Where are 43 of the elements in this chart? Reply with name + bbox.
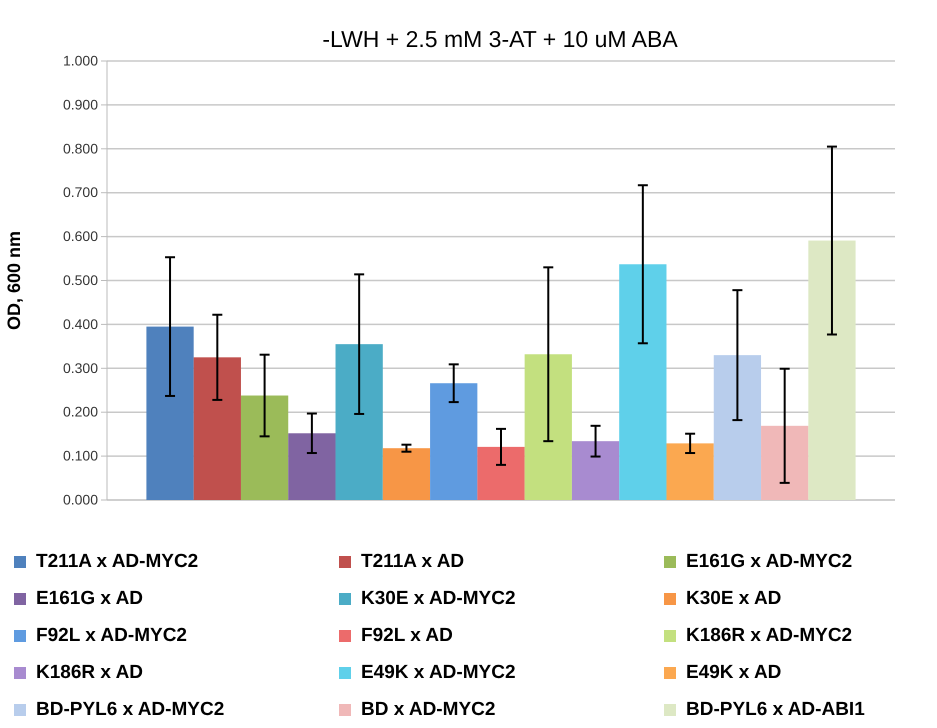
bar: [288, 433, 336, 500]
y-axis-title: OD, 600 nm: [4, 230, 24, 330]
bar: [146, 326, 194, 500]
legend-label: BD-PYL6 x AD-ABI1: [686, 699, 866, 720]
legend-label: E161G x AD-MYC2: [686, 551, 852, 572]
bar: [714, 355, 762, 500]
bar: [666, 443, 714, 500]
y-tick-label: 0.700: [62, 184, 98, 200]
bar: [761, 426, 808, 500]
bar: [194, 357, 241, 500]
y-tick-label: 0.900: [62, 96, 98, 112]
legend-label: K30E x AD-MYC2: [361, 588, 516, 609]
legend-label: E49K x AD-MYC2: [361, 662, 516, 683]
legend-label: BD x AD-MYC2: [361, 699, 496, 720]
y-tick-label: 1.000: [62, 52, 98, 68]
y-tick-label: 0.100: [62, 448, 98, 464]
bar: [572, 441, 620, 500]
bar: [336, 344, 383, 500]
y-tick-label: 0.500: [62, 272, 98, 288]
legend-label: T211A x AD: [361, 551, 464, 572]
legend-label: BD-PYL6 x AD-MYC2: [36, 699, 224, 720]
y-tick-label: 0.800: [62, 140, 98, 156]
y-tick-label: 0.300: [62, 360, 98, 376]
legend-label: E49K x AD: [686, 662, 782, 683]
bar: [524, 354, 572, 500]
legend-label: F92L x AD-MYC2: [36, 625, 187, 646]
y-tick-label: 0.000: [62, 491, 98, 508]
legend-label: K186R x AD: [36, 662, 144, 683]
y-tick-label: 0.200: [62, 404, 98, 420]
legend-label: F92L x AD: [361, 625, 453, 646]
bar: [382, 448, 430, 500]
y-tick-label: 0.400: [62, 316, 98, 332]
legend-label: E161G x AD: [36, 588, 144, 609]
chart-title: -LWH + 2.5 mM 3-AT + 10 uM ABA: [322, 26, 678, 52]
bar: [477, 446, 525, 500]
bar: [619, 264, 666, 500]
legend-label: K30E x AD: [686, 588, 782, 609]
legend-label: K186R x AD-MYC2: [686, 625, 852, 646]
bar: [808, 240, 856, 500]
bar: [240, 396, 288, 500]
y-tick-label: 0.600: [62, 228, 98, 244]
legend-label: T211A x AD-MYC2: [36, 551, 198, 572]
bar: [430, 383, 478, 500]
